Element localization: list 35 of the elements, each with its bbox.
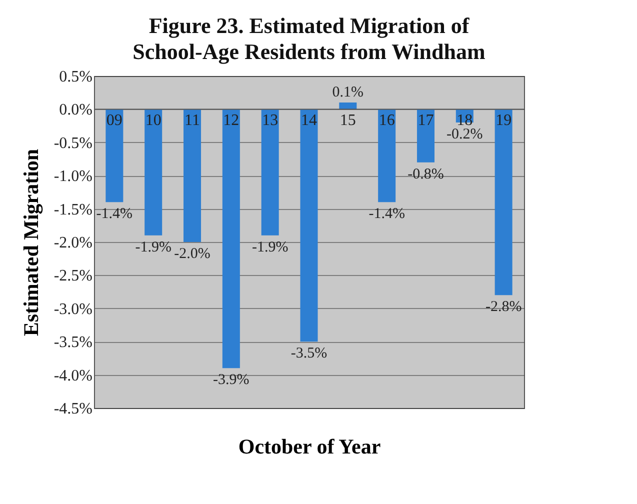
y-tick-label: 0.0% bbox=[59, 102, 92, 119]
chart-title: Figure 23. Estimated Migration of School-Age Residents from Windham bbox=[132, 13, 486, 64]
y-axis-title: Estimated Migration bbox=[18, 148, 43, 336]
data-label: -1.9% bbox=[135, 239, 172, 256]
y-tick-label: -0.5% bbox=[54, 134, 92, 152]
data-label: -1.4% bbox=[368, 206, 405, 222]
data-label: -3.9% bbox=[213, 372, 250, 388]
data-label: -0.8% bbox=[408, 166, 444, 182]
y-tick-label: -3.5% bbox=[54, 334, 92, 352]
y-tick-label: -3.0% bbox=[54, 300, 92, 318]
data-label: -1.9% bbox=[252, 239, 288, 256]
x-tick-label: 19 bbox=[496, 112, 512, 130]
y-tick-label: -4.0% bbox=[54, 367, 92, 384]
x-tick-label: 17 bbox=[418, 112, 434, 130]
x-tick-label: 16 bbox=[378, 112, 395, 130]
x-tick-label: 09 bbox=[106, 112, 122, 130]
x-tick-label: 15 bbox=[340, 112, 356, 130]
data-label: -3.5% bbox=[290, 346, 328, 362]
x-tick-label: 12 bbox=[223, 112, 240, 130]
y-tick-label: -4.5% bbox=[54, 400, 92, 418]
x-tick-label: 13 bbox=[262, 112, 278, 130]
x-tick-label: 10 bbox=[145, 112, 162, 130]
data-label: -1.4% bbox=[96, 206, 133, 222]
y-tick-label: -2.0% bbox=[54, 234, 92, 252]
y-tick-label: -2.5% bbox=[54, 268, 92, 285]
data-label: -2.8% bbox=[485, 299, 522, 316]
x-tick-label: 14 bbox=[301, 112, 317, 130]
y-tick-label: -1.5% bbox=[54, 201, 92, 218]
x-tick-label: 11 bbox=[184, 112, 200, 130]
data-label: -0.2% bbox=[446, 126, 483, 142]
data-label: -2.0% bbox=[174, 246, 210, 262]
data-label: 0.1% bbox=[332, 84, 364, 101]
y-tick-label: 0.5% bbox=[59, 68, 92, 86]
y-tick-label: -1.0% bbox=[54, 168, 92, 186]
x-axis-title: October of Year bbox=[238, 434, 381, 458]
